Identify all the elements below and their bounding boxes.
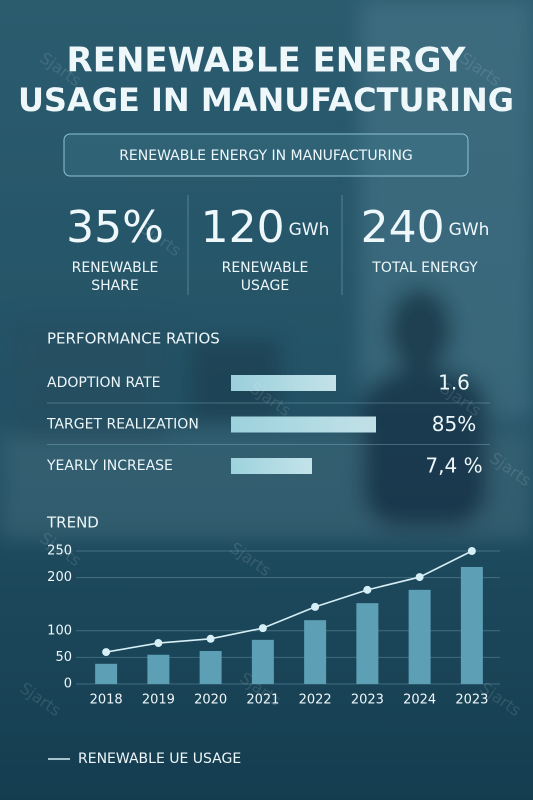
- stat-value: 240 GWh: [361, 202, 490, 253]
- line-point: [102, 648, 111, 657]
- line-point: [363, 585, 372, 594]
- line-point: [311, 602, 320, 611]
- line-point: [154, 639, 163, 648]
- section-title: PERFORMANCE RATIOS: [47, 330, 220, 348]
- bar: [304, 620, 327, 684]
- ratio-value: 1.6: [438, 371, 470, 395]
- ratios: ADOPTION RATE 1.6 TARGET REALIZATION 85% YEA…: [46, 371, 490, 478]
- x-tick-label: 2020: [194, 693, 227, 708]
- stat-number: 240: [361, 202, 445, 253]
- line-point: [467, 547, 476, 555]
- stat-label: RENEWABLE: [222, 260, 309, 276]
- y-tick-label: 50: [55, 650, 72, 665]
- x-tick-label: 2022: [299, 693, 332, 708]
- line: [105, 550, 473, 653]
- bar: [147, 654, 170, 684]
- bar: [408, 589, 431, 684]
- y-tick-label: 0: [64, 677, 72, 692]
- ratio-label: ADOPTION RATE: [47, 375, 161, 391]
- bar: [251, 639, 274, 684]
- bar: [356, 603, 379, 684]
- x-tick-label: 2023: [351, 693, 384, 708]
- bar: [199, 651, 222, 684]
- stat-value: 35%: [66, 202, 164, 253]
- bar: [95, 663, 118, 684]
- y-tick-label: 200: [47, 570, 72, 585]
- ratio-bar: [231, 416, 376, 433]
- ratio-value: 7,4 %: [425, 454, 482, 478]
- x-tick-label: 2024: [403, 693, 436, 708]
- title-line: USAGE IN MANUFACTURING: [18, 81, 514, 119]
- ratio-label: YEARLY INCREASE: [46, 458, 173, 474]
- legend-label: RENEWABLE UE USAGE: [78, 751, 241, 767]
- y-tick-label: 250: [47, 544, 72, 559]
- line-point: [206, 634, 215, 643]
- ratio-label: TARGET REALIZATION: [46, 417, 199, 433]
- stat-value: 120 GWh: [201, 202, 330, 253]
- title-line: RENEWABLE ENERGY: [67, 41, 466, 81]
- stat-number: 35%: [66, 202, 164, 253]
- ratio-bar: [231, 458, 312, 474]
- subtitle: RENEWABLE ENERGY IN MANUFACTURING: [119, 148, 413, 164]
- line-point: [415, 573, 424, 582]
- x-tick-label: 2019: [142, 693, 175, 708]
- x-tick-label: 2023: [455, 693, 488, 708]
- ratio-bar: [231, 375, 336, 391]
- trend-chart: 0 50 100 200 250 2018 2019 2020 2021 2022 2023 2024…: [47, 544, 500, 708]
- stat-unit: GWh: [289, 220, 330, 240]
- stat-label: SHARE: [91, 278, 139, 294]
- stat-unit: GWh: [449, 220, 490, 240]
- stat-number: 120: [201, 202, 285, 253]
- stat-label: TOTAL ENERGY: [371, 260, 478, 276]
- stat-label: RENEWABLE: [72, 260, 159, 276]
- stat-label: USAGE: [241, 278, 289, 294]
- ratio-value: 85%: [432, 412, 476, 436]
- chart-title: TREND: [46, 514, 99, 532]
- subtitle-box: [63, 133, 469, 177]
- y-tick-label: 100: [47, 623, 72, 638]
- x-tick-label: 2021: [246, 693, 279, 708]
- line-point: [258, 624, 267, 633]
- x-tick-label: 2018: [90, 693, 123, 708]
- bar: [460, 566, 483, 684]
